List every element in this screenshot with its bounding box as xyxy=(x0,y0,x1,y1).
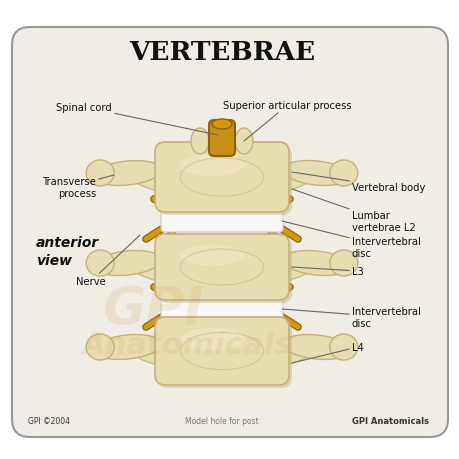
Ellipse shape xyxy=(282,161,350,186)
Ellipse shape xyxy=(179,155,243,177)
FancyBboxPatch shape xyxy=(155,235,288,300)
Text: Lumbar
vertebrae L2: Lumbar vertebrae L2 xyxy=(291,190,415,232)
FancyBboxPatch shape xyxy=(161,298,282,320)
Ellipse shape xyxy=(93,251,161,276)
FancyBboxPatch shape xyxy=(157,146,291,216)
Text: L3: L3 xyxy=(291,266,363,276)
Text: Superior articular process: Superior articular process xyxy=(223,101,351,142)
FancyBboxPatch shape xyxy=(155,317,288,385)
Text: Nerve: Nerve xyxy=(76,235,140,286)
Text: Intervertebral
disc: Intervertebral disc xyxy=(281,307,420,328)
Text: GPI ©2004: GPI ©2004 xyxy=(28,417,70,425)
FancyBboxPatch shape xyxy=(155,143,288,213)
Text: Intervertebral
disc: Intervertebral disc xyxy=(281,222,420,258)
Text: Transverse
process: Transverse process xyxy=(42,176,114,198)
Text: Spinal cord: Spinal cord xyxy=(56,103,218,136)
Ellipse shape xyxy=(93,335,161,360)
FancyBboxPatch shape xyxy=(208,121,235,157)
Text: GPI Anatomicals: GPI Anatomicals xyxy=(351,417,428,425)
Ellipse shape xyxy=(235,129,252,155)
Ellipse shape xyxy=(133,247,310,287)
Ellipse shape xyxy=(282,251,350,276)
Ellipse shape xyxy=(93,161,161,186)
FancyBboxPatch shape xyxy=(12,28,447,437)
Ellipse shape xyxy=(133,331,310,371)
Text: L4: L4 xyxy=(291,342,363,363)
Ellipse shape xyxy=(133,157,310,197)
Ellipse shape xyxy=(86,161,114,187)
Ellipse shape xyxy=(179,329,243,350)
FancyBboxPatch shape xyxy=(161,211,282,233)
FancyBboxPatch shape xyxy=(157,320,291,388)
Ellipse shape xyxy=(329,161,357,187)
Ellipse shape xyxy=(282,335,350,360)
Ellipse shape xyxy=(329,251,357,276)
Text: VERTEBRAE: VERTEBRAE xyxy=(129,39,314,64)
Ellipse shape xyxy=(190,129,208,155)
Text: Anatomicals: Anatomicals xyxy=(82,330,293,359)
FancyBboxPatch shape xyxy=(157,237,291,303)
Text: Model hole for post: Model hole for post xyxy=(185,417,258,425)
Ellipse shape xyxy=(86,251,114,276)
Ellipse shape xyxy=(179,245,243,266)
Text: anterior
view: anterior view xyxy=(36,236,99,267)
Text: Vertebral body: Vertebral body xyxy=(291,173,425,193)
Ellipse shape xyxy=(212,120,231,130)
Text: GPI: GPI xyxy=(102,283,203,335)
Ellipse shape xyxy=(86,334,114,360)
Ellipse shape xyxy=(329,334,357,360)
